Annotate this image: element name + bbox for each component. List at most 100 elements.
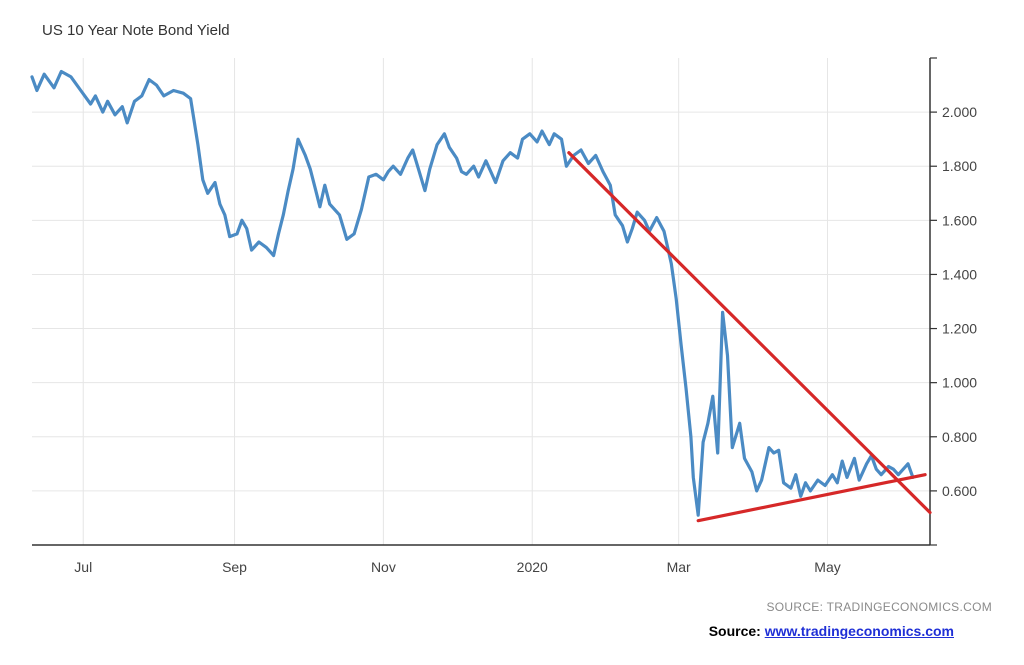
data-point: [287, 189, 290, 192]
source-link[interactable]: www.tradingeconomics.com: [764, 623, 954, 639]
data-point: [902, 468, 905, 471]
data-point: [399, 173, 402, 176]
data-point: [760, 478, 763, 482]
data-point: [101, 110, 105, 114]
data-point: [738, 422, 741, 425]
data-point: [360, 208, 363, 211]
data-point: [706, 422, 710, 425]
data-point: [845, 476, 849, 479]
data-point: [548, 143, 551, 146]
data-point: [235, 232, 239, 236]
data-point: [250, 248, 253, 252]
data-point: [196, 143, 200, 146]
y-tick-label: 1.000: [942, 375, 977, 391]
data-point: [228, 235, 231, 238]
axes: [32, 58, 931, 546]
data-point: [721, 311, 724, 314]
chart-title: US 10 Year Note Bond Yield: [42, 22, 230, 39]
y-axis-ticks: 0.600 0.800 1.000 1.200 1.400 1.600 1.800 2.000: [930, 57, 977, 546]
data-point: [675, 297, 678, 300]
data-point: [865, 462, 868, 465]
data-point: [272, 254, 275, 257]
data-point: [35, 89, 39, 92]
data-point: [282, 213, 285, 217]
data-point: [133, 100, 136, 103]
data-point: [218, 202, 222, 206]
data-point: [172, 89, 175, 92]
data-point: [455, 156, 458, 160]
x-tick-label: Sep: [222, 559, 247, 575]
trendline: [696, 473, 927, 523]
data-point: [887, 465, 890, 468]
data-point: [291, 167, 295, 171]
data-point: [304, 154, 307, 157]
data-point: [374, 173, 378, 176]
x-tick-label: 2020: [517, 559, 548, 575]
data-point: [636, 211, 639, 214]
data-point: [223, 213, 226, 217]
data-point: [521, 138, 524, 141]
data-point: [750, 470, 754, 474]
data-point: [328, 202, 331, 206]
y-tick-label: 1.800: [942, 158, 977, 174]
data-point: [140, 94, 143, 98]
data-point: [345, 238, 348, 241]
data-point: [565, 165, 568, 168]
data-point: [697, 514, 700, 517]
data-point: [553, 132, 556, 135]
series-line: [30, 69, 915, 517]
data-point: [121, 105, 124, 108]
data-point: [794, 473, 797, 476]
x-tick-label: Mar: [667, 559, 691, 575]
data-point: [352, 232, 356, 236]
data-point: [841, 459, 844, 463]
data-point: [465, 173, 468, 176]
data-point: [643, 219, 646, 222]
x-tick-label: Jul: [74, 559, 92, 575]
data-point: [662, 230, 666, 233]
series: [30, 69, 915, 517]
source-label: Source:: [708, 623, 765, 639]
data-point: [448, 146, 451, 149]
data-point: [535, 140, 539, 144]
data-point: [789, 487, 793, 490]
data-point: [240, 219, 244, 222]
y-tick-label: 0.600: [942, 483, 977, 499]
data-point: [670, 262, 673, 265]
data-point: [323, 184, 326, 187]
data-point: [60, 70, 63, 73]
data-point: [52, 86, 56, 90]
data-point: [245, 227, 248, 230]
data-point: [472, 165, 475, 168]
data-point: [501, 159, 505, 162]
data-point: [621, 224, 624, 227]
data-point: [406, 156, 409, 160]
data-point: [777, 449, 780, 452]
data-point: [435, 143, 439, 146]
data-point: [43, 73, 46, 76]
data-point: [277, 232, 280, 236]
data-point: [731, 446, 734, 449]
data-point: [799, 495, 802, 498]
data-point: [875, 468, 878, 471]
data-point: [338, 213, 341, 217]
data-point: [213, 181, 217, 184]
data-point: [609, 184, 612, 187]
y-tick-label: 1.600: [942, 212, 977, 228]
y-tick-label: 1.400: [942, 266, 977, 282]
data-point: [716, 451, 719, 455]
data-point: [528, 132, 531, 135]
data-point: [484, 159, 488, 162]
x-tick-label: Nov: [371, 559, 396, 575]
x-axis-ticks: Jul Sep Nov 2020 Mar May: [74, 559, 840, 575]
trendlines: [567, 151, 932, 523]
data-point: [631, 227, 634, 230]
data-point: [206, 192, 209, 195]
data-point: [89, 102, 92, 106]
y-tick-label: 1.200: [942, 321, 977, 337]
data-point: [701, 441, 705, 444]
data-point: [767, 446, 771, 449]
source-note: SOURCE: TRADINGECONOMICS.COM: [766, 600, 992, 614]
data-point: [162, 94, 165, 98]
